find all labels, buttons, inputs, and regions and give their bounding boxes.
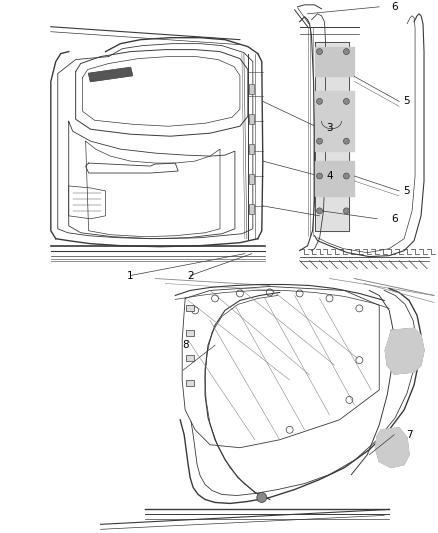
Circle shape — [317, 99, 322, 104]
Text: 2: 2 — [187, 271, 194, 280]
Text: 6: 6 — [391, 2, 397, 12]
Text: 7: 7 — [406, 430, 413, 440]
Bar — [249, 174, 254, 184]
Text: 1: 1 — [127, 271, 134, 280]
Circle shape — [343, 208, 350, 214]
Circle shape — [317, 138, 322, 144]
Circle shape — [343, 49, 350, 54]
Text: 8: 8 — [182, 340, 188, 350]
Circle shape — [343, 173, 350, 179]
Polygon shape — [314, 161, 354, 196]
Bar — [249, 144, 254, 154]
Text: 4: 4 — [326, 171, 333, 181]
Bar — [186, 330, 194, 336]
Circle shape — [343, 138, 350, 144]
Bar — [186, 355, 194, 361]
Polygon shape — [314, 92, 354, 151]
Circle shape — [343, 99, 350, 104]
Polygon shape — [314, 46, 354, 77]
Circle shape — [257, 492, 267, 503]
Polygon shape — [314, 42, 350, 231]
Text: 6: 6 — [391, 214, 397, 224]
Circle shape — [317, 208, 322, 214]
Text: 5: 5 — [403, 96, 410, 107]
Circle shape — [317, 173, 322, 179]
Polygon shape — [385, 328, 424, 374]
Bar — [249, 204, 254, 214]
Bar — [249, 84, 254, 94]
Polygon shape — [88, 68, 132, 82]
Bar — [186, 305, 194, 311]
Text: 5: 5 — [403, 186, 410, 196]
Circle shape — [317, 49, 322, 54]
Bar — [249, 114, 254, 124]
Text: 3: 3 — [326, 123, 333, 133]
Polygon shape — [375, 428, 409, 467]
Bar — [186, 380, 194, 386]
